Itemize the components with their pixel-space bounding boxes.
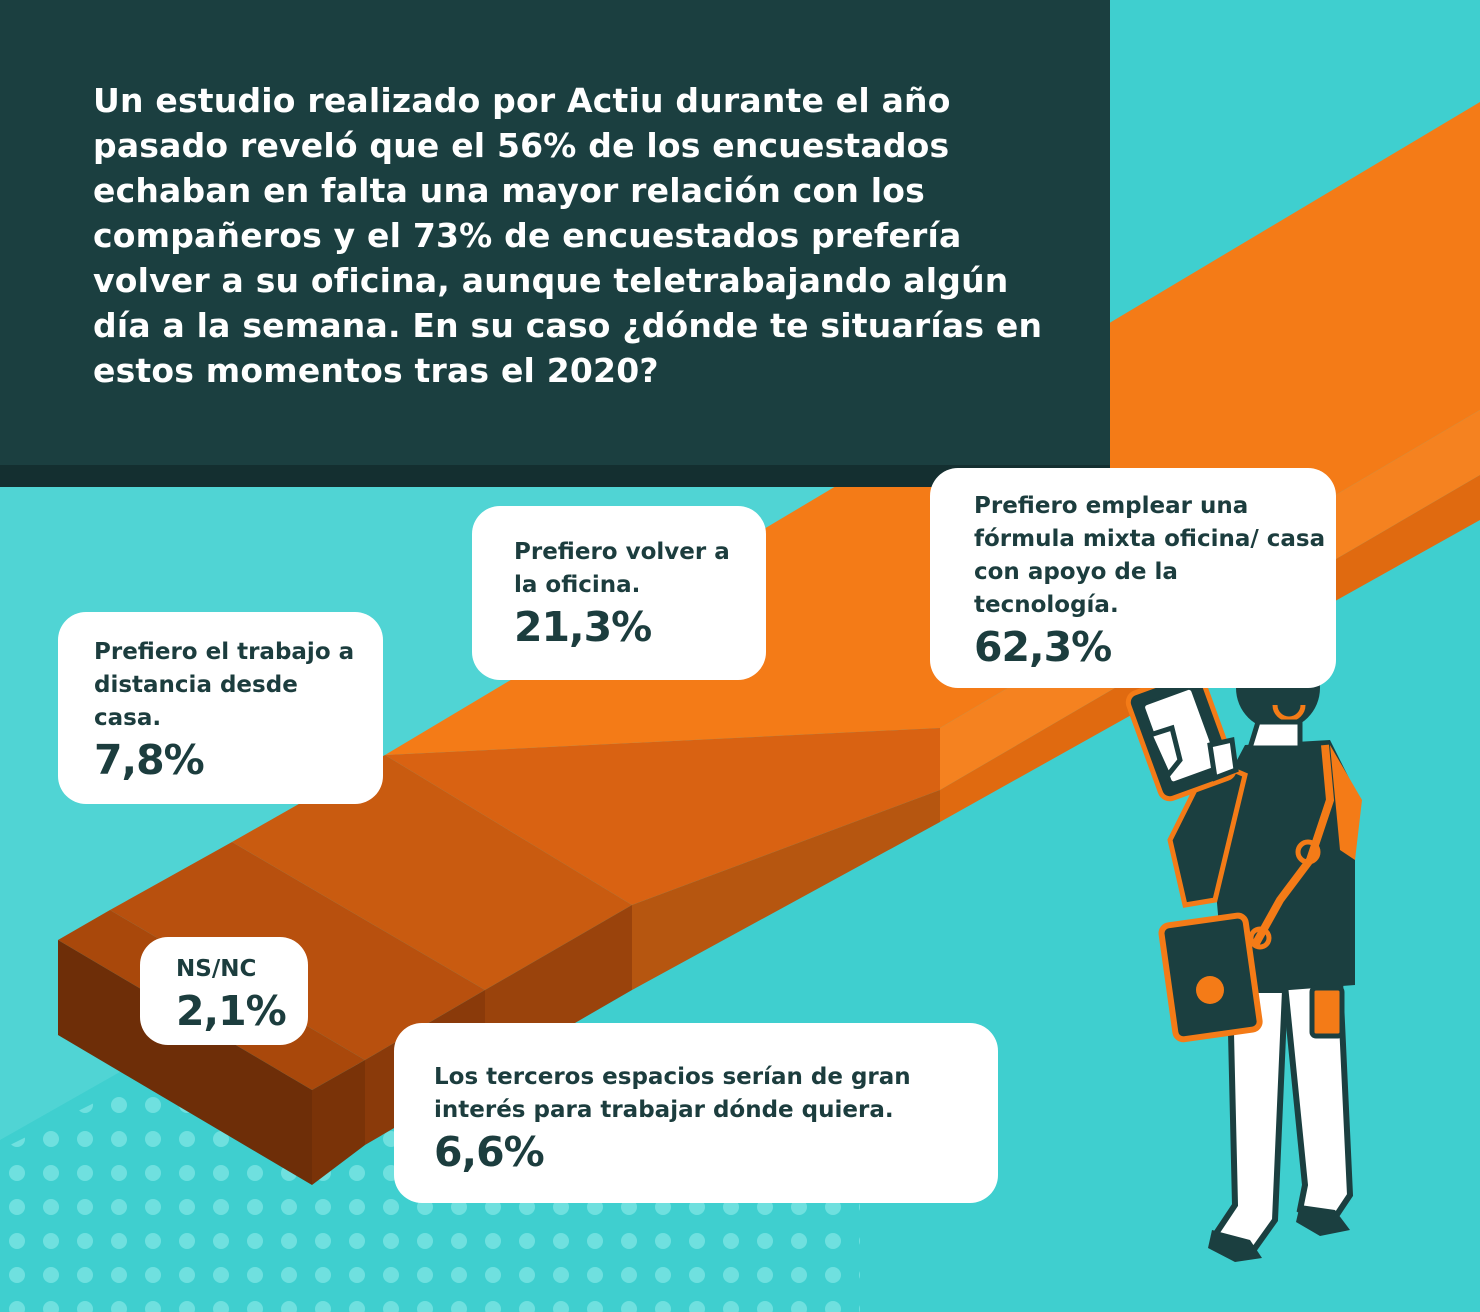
bubble-value: 6,6% bbox=[434, 1128, 545, 1176]
bubble-label: Prefiero emplear una fórmula mixta ofici… bbox=[974, 493, 1326, 618]
bubble-distancia: Prefiero el trabajo a distancia desde ca… bbox=[58, 612, 383, 804]
bar-top-segment-3 bbox=[232, 755, 632, 990]
bag-clasp bbox=[1196, 976, 1224, 1004]
bubble-label: Prefiero volver a la oficina. bbox=[514, 539, 730, 598]
bar-top-segment-4 bbox=[385, 728, 940, 905]
person-arm bbox=[1167, 756, 1248, 908]
hip-phone-case bbox=[1309, 985, 1345, 1039]
bubble-value: 21,3% bbox=[514, 603, 652, 651]
header-strip bbox=[0, 465, 1110, 487]
intro-text: Un estudio realizado por Actiu durante e… bbox=[93, 81, 1043, 390]
person-sleeve-orange bbox=[1330, 745, 1362, 860]
bubble-value: 7,8% bbox=[94, 736, 205, 784]
person-neck bbox=[1246, 719, 1303, 751]
person-hand-right bbox=[1207, 736, 1239, 782]
person-shoe-right bbox=[1296, 1205, 1350, 1236]
bubble-value: 62,3% bbox=[974, 623, 1112, 671]
person-ear bbox=[1272, 704, 1306, 722]
bubble-terceros: Los terceros espacios serían de gran int… bbox=[394, 1023, 998, 1203]
strap-ring bbox=[1248, 926, 1272, 950]
bubble-oficina: Prefiero volver a la oficina. 21,3% bbox=[472, 506, 766, 680]
bar-left-face bbox=[58, 940, 312, 1185]
bubble-value: 2,1% bbox=[176, 987, 287, 1035]
header-panel bbox=[0, 0, 1110, 465]
tablet-icon bbox=[1125, 669, 1237, 802]
strap-ring bbox=[1295, 839, 1321, 865]
bubble-label: Prefiero el trabajo a distancia desde ca… bbox=[94, 639, 355, 731]
bubble-nsnc: NS/NC 2,1% bbox=[140, 937, 308, 1045]
person-with-tablet-illustration bbox=[1125, 646, 1362, 1262]
bubble-mixta: Prefiero emplear una fórmula mixta ofici… bbox=[930, 468, 1336, 688]
bar-front-segment-1 bbox=[312, 1060, 365, 1185]
bar-front-segment-4 bbox=[632, 790, 940, 990]
bubble-label: Los terceros espacios serían de gran int… bbox=[434, 1064, 911, 1123]
person-shoe-left bbox=[1208, 1230, 1262, 1262]
bubble-label: NS/NC bbox=[176, 956, 257, 982]
person-hand bbox=[1146, 724, 1183, 780]
